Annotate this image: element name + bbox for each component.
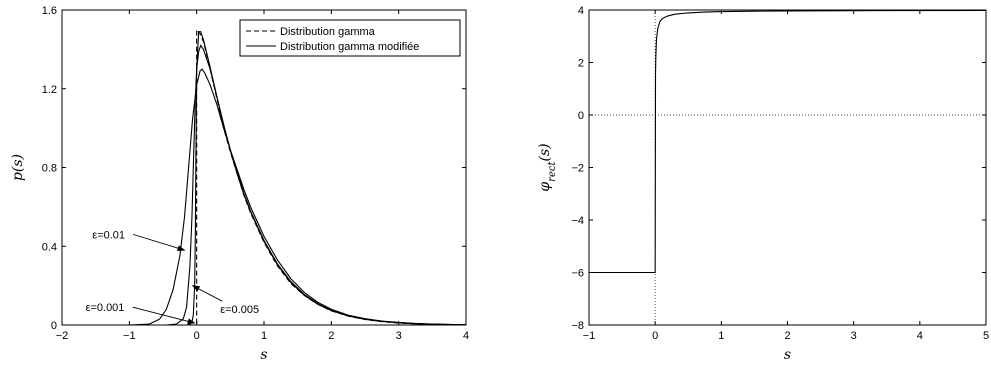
left-ytick-label: 0.4	[42, 241, 57, 253]
legend-label-0: Distribution gamma	[280, 26, 376, 38]
left-xtick-label: 4	[463, 330, 469, 342]
left-axes-frame	[61, 9, 467, 326]
legend-box	[239, 19, 461, 57]
annotation-label-1: ε=0.001	[86, 302, 125, 314]
annotation-arrow-0	[132, 233, 186, 251]
right-ytick-label: −8	[571, 320, 584, 332]
right-xtick-label: 3	[851, 330, 857, 342]
annotation-label-0: ε=0.01	[92, 229, 125, 241]
right-ytick-label: −2	[571, 163, 584, 175]
left-series-line-1	[62, 31, 467, 326]
left-xtick-label: 2	[328, 330, 334, 342]
left-xaxis-label: s	[260, 347, 267, 363]
right-ytick-label: 2	[578, 58, 584, 70]
right-xtick-label: 1	[718, 330, 724, 342]
left-ytick-label: 0.8	[42, 163, 57, 175]
right-plot: −1 0 1 2 3 4 5 −8 −6 −4 −2 0 2 4 s φrect(s)	[537, 5, 989, 363]
right-yaxis-label: φrect(s)	[537, 143, 558, 191]
right-xtick-label: 0	[652, 330, 658, 342]
left-ytick-label: 0	[51, 320, 57, 332]
annotation-label-2: ε=0.005	[220, 304, 259, 316]
right-axes-frame	[588, 9, 987, 326]
right-ytick-label: −6	[571, 268, 584, 280]
left-xtick-label: 0	[194, 330, 200, 342]
left-xtick-label: −2	[56, 330, 69, 342]
annotation-arrow-2	[191, 285, 223, 302]
right-ytick-label: −4	[571, 215, 584, 227]
right-xaxis-label: s	[784, 347, 791, 363]
right-xtick-label: 5	[983, 330, 989, 342]
left-plot: −2 −1 0 1 2 3 4 0 0.4 0.8 1.2 1.6 s p(s) Distribution …	[10, 5, 469, 363]
left-xtick-label: 1	[261, 330, 267, 342]
legend-label-1: Distribution gamma modifiée	[280, 41, 419, 53]
left-xtick-label: −1	[123, 330, 136, 342]
right-xtick-label: −1	[583, 330, 596, 342]
left-ytick-label: 1.6	[42, 5, 57, 17]
right-ytick-label: 4	[578, 5, 584, 17]
right-xtick-label: 4	[917, 330, 923, 342]
left-series-line-2	[62, 44, 467, 326]
left-xtick-label: 3	[396, 330, 402, 342]
left-ytick-label: 1.2	[42, 84, 57, 96]
right-ytick-label: 0	[578, 110, 584, 122]
left-series-line-0	[62, 28, 467, 326]
left-series-line-3	[62, 68, 467, 326]
right-xtick-label: 2	[784, 330, 790, 342]
annotation-arrow-1	[132, 306, 196, 325]
right-series-line-0	[589, 9, 987, 274]
left-yaxis-label: p(s)	[10, 154, 26, 181]
